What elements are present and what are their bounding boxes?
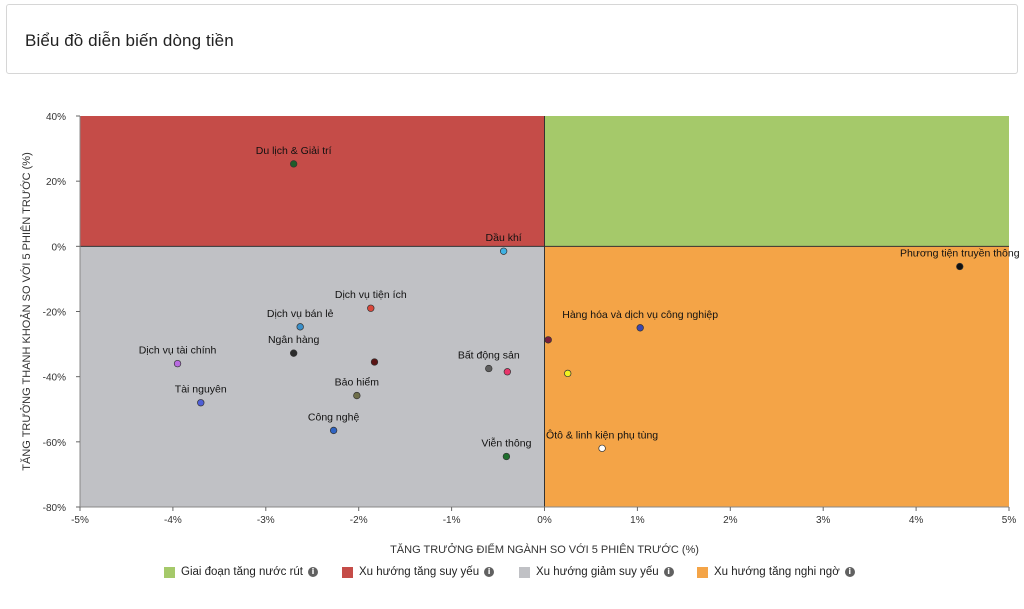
data-point-label: Du lịch & Giải trí	[256, 145, 332, 157]
x-tick-label: -2%	[350, 515, 368, 526]
quadrant-2	[80, 116, 545, 247]
legend-swatch	[697, 566, 708, 578]
data-point[interactable]	[636, 324, 644, 332]
data-point[interactable]	[370, 358, 379, 366]
data-point[interactable]	[544, 336, 552, 344]
quadrant-1	[544, 116, 1009, 247]
data-point-label: Dầu khí	[486, 232, 522, 244]
y-tick-label: -60%	[43, 438, 66, 449]
data-point[interactable]	[197, 399, 205, 407]
x-tick-label: -5%	[71, 515, 89, 526]
title-card: Biểu đồ diễn biến dòng tiền	[6, 4, 1018, 74]
legend-label: Giai đoạn tăng nước rút	[181, 566, 304, 578]
data-point[interactable]	[290, 160, 298, 168]
y-axis-title: TĂNG TRƯỞNG THANH KHOẢN SO VỚI 5 PHIÊN T…	[20, 152, 33, 470]
y-tick-label: -80%	[43, 503, 66, 514]
data-point-label: Bảo hiểm	[335, 377, 380, 389]
legend-swatch	[342, 566, 353, 578]
x-tick-label: 3%	[816, 515, 831, 526]
data-point-label: Dịch vụ bán lẻ	[267, 308, 334, 320]
data-point[interactable]	[598, 444, 606, 453]
legend-label: Xu hướng tăng nghi ngờ	[714, 566, 840, 578]
y-tick-label: 20%	[46, 177, 66, 188]
data-point[interactable]	[564, 369, 572, 378]
legend-label: Xu hướng tăng suy yếu	[359, 566, 480, 578]
data-point[interactable]	[173, 359, 182, 368]
legend-item-xu-huong-tang-nghi-ngo[interactable]: Xu hướng tăng nghi ngờ i	[697, 566, 855, 578]
data-point-label: Công nghệ	[308, 411, 360, 423]
legend-label: Xu hướng giảm suy yếu	[536, 566, 659, 578]
data-point-label: Tài nguyên	[175, 384, 227, 396]
data-point-label: Viễn thông	[481, 436, 531, 449]
x-tick-label: 2%	[723, 515, 738, 526]
data-point-label: Phương tiện truyền thông	[900, 248, 1020, 260]
data-point-label: Ngân hàng	[268, 334, 320, 346]
data-point[interactable]	[502, 452, 511, 461]
legend-swatch	[519, 566, 530, 578]
legend-swatch	[164, 566, 175, 578]
data-point-label: Hàng hóa và dịch vụ công nghiệp	[562, 309, 718, 321]
quadrant-3	[80, 246, 545, 508]
info-icon[interactable]: i	[308, 567, 319, 577]
data-point[interactable]	[956, 262, 964, 271]
page-title: Biểu đồ diễn biến dòng tiền	[25, 31, 234, 50]
x-tick-label: -4%	[164, 515, 182, 526]
chart-legend: Giai đoạn tăng nước rút i Xu hướng tăng …	[0, 566, 1024, 582]
x-tick-label: -3%	[257, 515, 275, 526]
x-tick-label: 5%	[1002, 515, 1017, 526]
data-point[interactable]	[503, 368, 511, 376]
data-point-label: Dịch vụ tiện ích	[335, 289, 407, 301]
data-point-label: Bất động sản	[458, 350, 520, 362]
x-tick-label: 1%	[630, 515, 645, 526]
legend-item-xu-huong-tang-suy-yeu[interactable]: Xu hướng tăng suy yếu i	[342, 566, 495, 578]
legend-item-giai-doan-tang-nuoc-rut[interactable]: Giai đoạn tăng nước rút i	[164, 566, 319, 578]
data-point[interactable]	[367, 304, 375, 312]
info-icon[interactable]: i	[663, 567, 674, 577]
x-tick-label: 4%	[909, 515, 924, 526]
legend-item-xu-huong-giam-suy-yeu[interactable]: Xu hướng giảm suy yếu i	[519, 566, 674, 578]
x-tick-label: 0%	[537, 515, 552, 526]
data-point[interactable]	[296, 323, 304, 331]
x-axis-title: TĂNG TRƯỞNG ĐIỂM NGÀNH SO VỚI 5 PHIÊN TR…	[390, 543, 699, 556]
data-point[interactable]	[329, 426, 338, 435]
info-icon[interactable]: i	[484, 567, 495, 577]
y-tick-label: 40%	[46, 112, 66, 123]
y-tick-label: 0%	[52, 242, 67, 253]
data-point[interactable]	[290, 349, 298, 357]
x-tick-label: -1%	[443, 515, 461, 526]
quadrant-4	[544, 246, 1009, 508]
info-icon[interactable]: i	[844, 567, 855, 577]
data-point-label: Ôtô & linh kiện phụ tùng	[546, 428, 658, 441]
y-tick-label: -20%	[43, 308, 66, 319]
data-point[interactable]	[499, 247, 508, 255]
data-point[interactable]	[353, 391, 361, 400]
data-point[interactable]	[485, 364, 493, 373]
data-point-label: Dịch vụ tài chính	[139, 345, 217, 357]
y-tick-label: -40%	[43, 373, 66, 384]
